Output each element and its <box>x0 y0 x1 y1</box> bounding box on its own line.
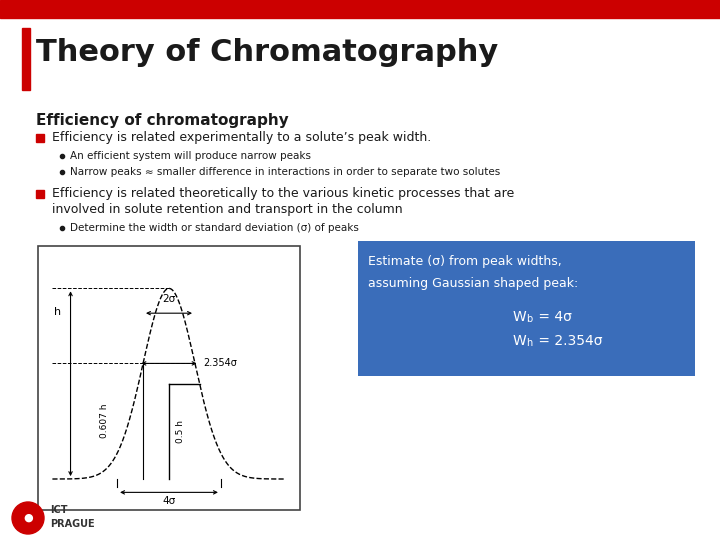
Text: h: h <box>526 338 533 348</box>
Text: b: b <box>526 314 533 324</box>
Text: = 4σ: = 4σ <box>534 310 572 324</box>
Text: PRAGUE: PRAGUE <box>50 519 94 529</box>
Bar <box>358 241 695 376</box>
Text: Narrow peaks ≈ smaller difference in interactions in order to separate two solut: Narrow peaks ≈ smaller difference in int… <box>70 167 500 177</box>
Text: 4σ: 4σ <box>163 496 176 506</box>
Text: An efficient system will produce narrow peaks: An efficient system will produce narrow … <box>70 151 311 161</box>
Bar <box>38 246 300 510</box>
Text: h: h <box>54 307 61 318</box>
Text: 2.354σ: 2.354σ <box>203 359 238 368</box>
Text: = 2.354σ: = 2.354σ <box>534 334 603 348</box>
Bar <box>0 0 720 18</box>
Text: 0.5 h: 0.5 h <box>176 420 185 443</box>
Text: Determine the width or standard deviation (σ) of peaks: Determine the width or standard deviatio… <box>70 223 359 233</box>
Bar <box>36 190 44 198</box>
Text: ●: ● <box>23 513 33 523</box>
Text: Efficiency is related theoretically to the various kinetic processes that are: Efficiency is related theoretically to t… <box>52 187 514 200</box>
Bar <box>22 28 30 90</box>
Text: 2σ: 2σ <box>163 294 176 303</box>
Text: involved in solute retention and transport in the column: involved in solute retention and transpo… <box>52 204 402 217</box>
Bar <box>36 134 44 142</box>
Text: Efficiency of chromatography: Efficiency of chromatography <box>36 113 289 128</box>
Text: 0.607 h: 0.607 h <box>100 404 109 438</box>
Text: Estimate (σ) from peak widths,: Estimate (σ) from peak widths, <box>368 255 562 268</box>
Text: W: W <box>513 334 526 348</box>
Text: ICT: ICT <box>50 505 68 515</box>
Text: Theory of Chromatography: Theory of Chromatography <box>36 38 498 67</box>
Text: W: W <box>513 310 526 324</box>
Circle shape <box>12 502 44 534</box>
Text: assuming Gaussian shaped peak:: assuming Gaussian shaped peak: <box>368 277 578 290</box>
Text: Efficiency is related experimentally to a solute’s peak width.: Efficiency is related experimentally to … <box>52 132 431 145</box>
